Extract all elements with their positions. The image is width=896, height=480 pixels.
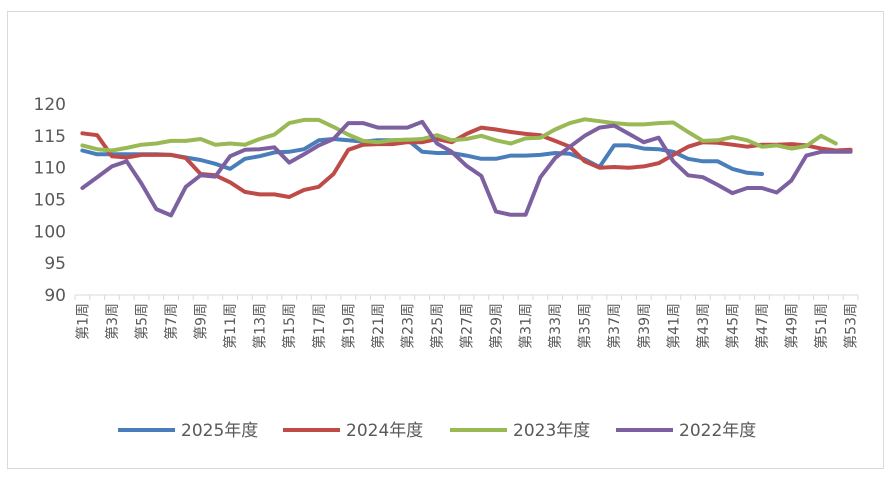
x-tick-label: 第1周 xyxy=(74,303,91,340)
x-tick-label: 第5周 xyxy=(133,303,150,340)
x-tick-label: 第37周 xyxy=(606,303,623,349)
x-tick-label: 第41周 xyxy=(665,303,682,349)
x-tick-label: 第13周 xyxy=(252,303,269,349)
x-tick-label: 第23周 xyxy=(399,303,416,349)
y-tick-label: 120 xyxy=(34,95,66,115)
x-tick-label: 第45周 xyxy=(724,303,741,349)
legend-label: 2025年度 xyxy=(181,421,258,441)
x-tick-label: 第35周 xyxy=(577,303,594,349)
y-axis: 90 95 100 105 110 115 120 xyxy=(34,95,66,306)
chart-frame xyxy=(7,11,884,469)
x-tick-label: 第51周 xyxy=(813,303,830,349)
x-tick-label: 第25周 xyxy=(429,303,446,349)
x-tick-label: 第33周 xyxy=(547,303,564,349)
y-tick-label: 95 xyxy=(44,254,66,274)
x-tick-label: 第29周 xyxy=(488,303,505,349)
x-tick-label: 第39周 xyxy=(636,303,653,349)
x-tick-label: 第9周 xyxy=(193,303,210,340)
x-tick-label: 第47周 xyxy=(754,303,771,349)
x-tick-label: 第3周 xyxy=(104,303,121,340)
series-line-2022年度 xyxy=(80,119,853,218)
y-tick-label: 105 xyxy=(34,191,66,211)
x-tick-label: 第19周 xyxy=(340,303,357,349)
y-tick-label: 90 xyxy=(44,286,66,306)
x-tick-label: 第27周 xyxy=(459,303,476,349)
x-tick-label: 第53周 xyxy=(843,303,860,349)
series-layer xyxy=(80,117,853,218)
y-tick-label: 115 xyxy=(34,127,66,147)
x-tick-label: 第11周 xyxy=(222,303,239,349)
x-axis: 第1周 第3周 第5周 第7周 第9周 第11周 第13周 第15周 第17周 第19周 第21周第… xyxy=(74,294,860,349)
legend: 2025年度 2024年度 2023年度 2022年度 xyxy=(118,421,756,441)
legend-label: 2022年度 xyxy=(679,421,756,441)
legend-label: 2024年度 xyxy=(346,421,423,441)
x-tick-label: 第21周 xyxy=(370,303,387,349)
series-line-2025年度 xyxy=(80,137,764,176)
x-tick-label: 第17周 xyxy=(311,303,328,349)
y-tick-label: 100 xyxy=(34,222,66,242)
x-tick-label: 第7周 xyxy=(163,303,180,340)
legend-label: 2023年度 xyxy=(513,421,590,441)
x-tick-label: 第15周 xyxy=(281,303,298,349)
x-tick-label: 第49周 xyxy=(784,303,801,349)
x-tick-label: 第43周 xyxy=(695,303,712,349)
y-tick-label: 110 xyxy=(34,159,66,179)
series-line-2023年度 xyxy=(80,117,838,153)
x-tick-label: 第31周 xyxy=(518,303,535,349)
